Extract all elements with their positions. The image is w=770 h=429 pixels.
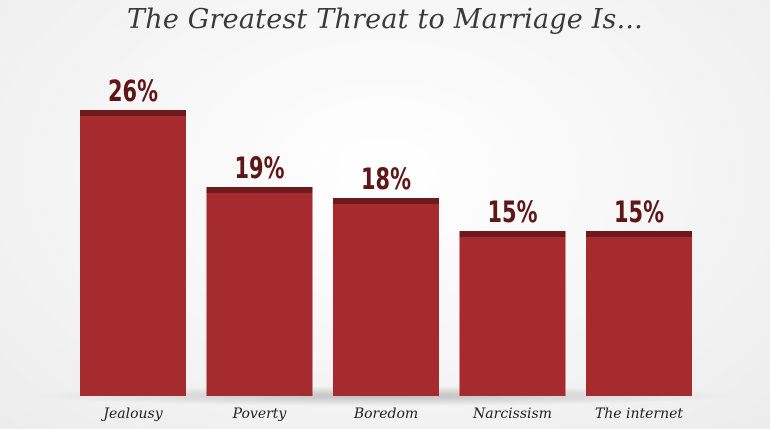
bar-boredom	[333, 198, 439, 396]
category-label-narcissism: Narcissism	[472, 406, 552, 422]
bar-jealousy	[80, 110, 186, 396]
value-label-boredom: 18%	[361, 162, 411, 196]
bar-cap-boredom	[333, 198, 439, 204]
bar-cap-poverty	[206, 187, 313, 193]
value-labels-layer: 26% 19% 18% 15% 15%	[108, 74, 664, 229]
chart-title: The Greatest Threat to Marriage Is...	[127, 4, 643, 35]
value-label-jealousy: 26%	[108, 74, 158, 108]
bar-poverty	[206, 187, 313, 396]
category-label-jealousy: Jealousy	[100, 406, 163, 422]
bars-layer	[80, 110, 692, 396]
category-labels-layer: Jealousy Poverty Boredom Narcissism The inte…	[100, 406, 683, 422]
category-label-poverty: Poverty	[232, 406, 288, 422]
category-label-boredom: Boredom	[353, 406, 418, 422]
category-label-the-internet: The internet	[595, 406, 683, 422]
value-label-narcissism: 15%	[488, 195, 538, 229]
bar-narcissism	[459, 231, 566, 396]
bar-cap-narcissism	[459, 231, 566, 237]
value-label-the-internet: 15%	[614, 195, 664, 229]
value-label-poverty: 19%	[235, 151, 285, 185]
bar-cap-the-internet	[586, 231, 692, 237]
bar-cap-jealousy	[80, 110, 186, 116]
bar-the-internet	[586, 231, 692, 396]
